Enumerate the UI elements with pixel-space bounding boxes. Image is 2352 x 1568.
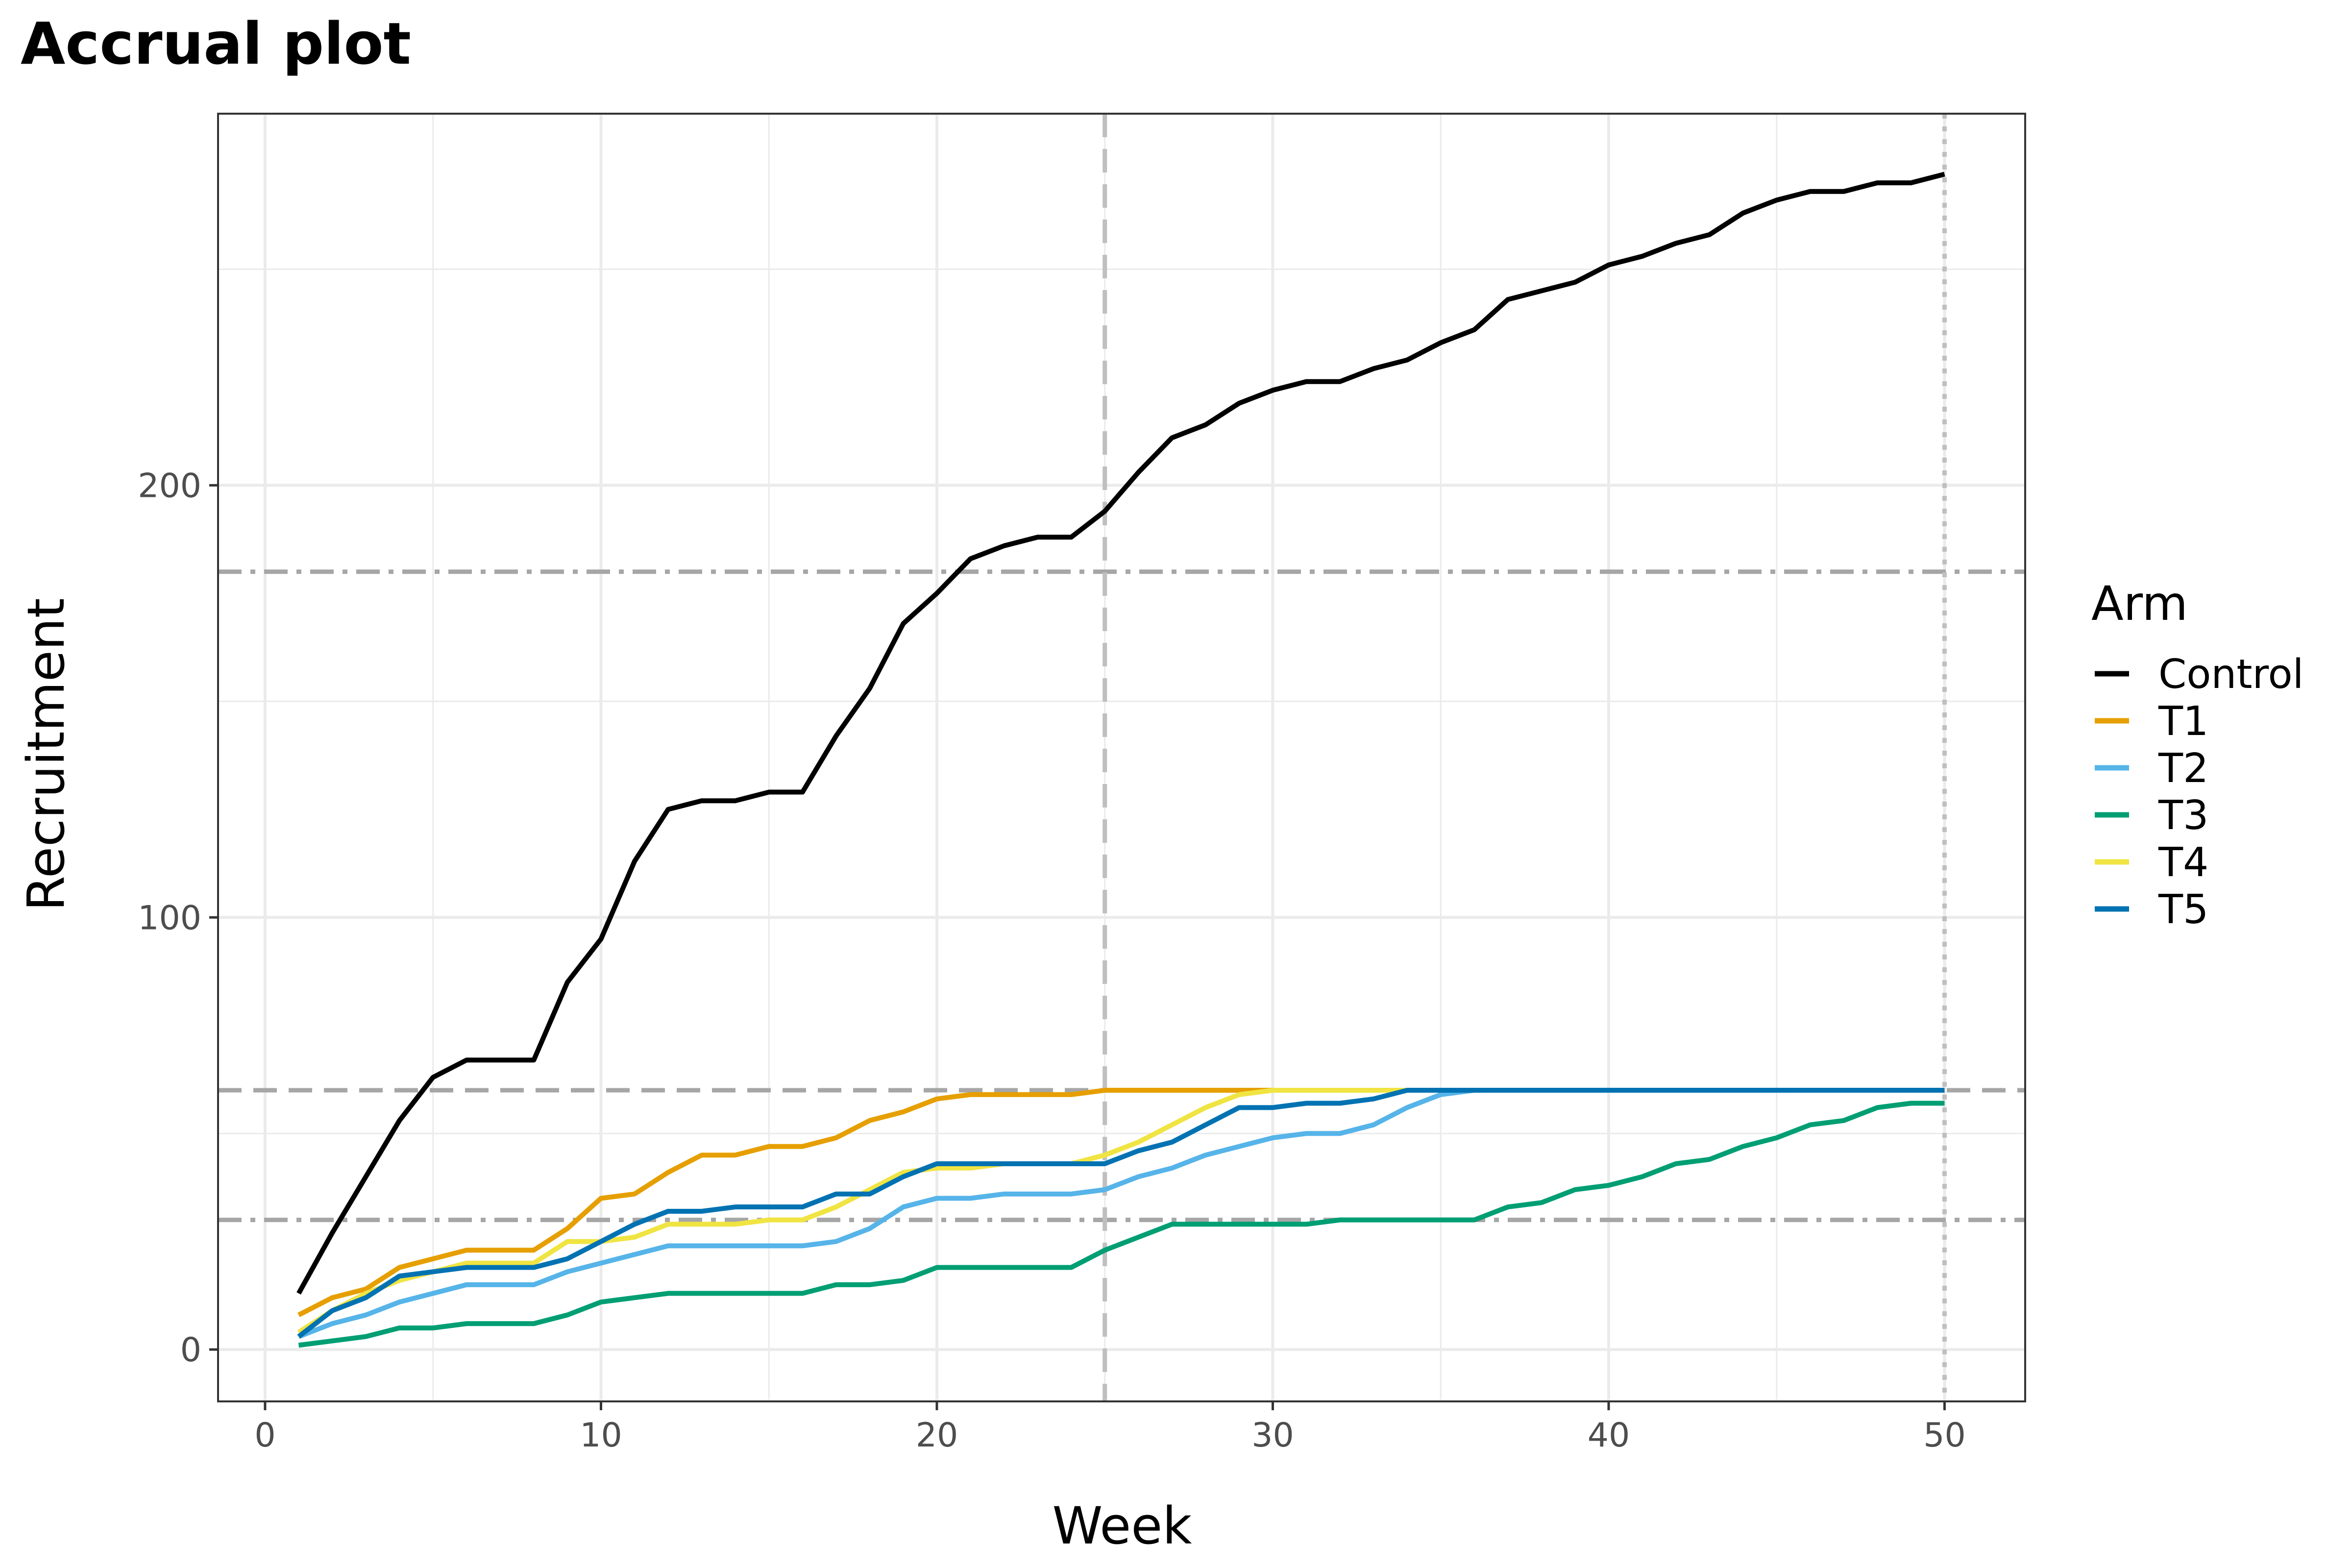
x-tick-label: 40 — [1588, 1416, 1630, 1455]
axes: 0 10 20 30 40 50 0 100 200 — [138, 466, 1966, 1455]
x-tick-label: 10 — [580, 1416, 622, 1455]
series-line-t3 — [298, 1101, 1945, 1348]
series-line-control — [296, 172, 1945, 1295]
chart-title: Accrual plot — [21, 10, 411, 77]
x-tick-label: 20 — [916, 1416, 958, 1455]
y-tick-label: 100 — [138, 899, 201, 937]
legend-title: Arm — [2091, 576, 2188, 631]
legend-label-t1: T1 — [2158, 698, 2208, 745]
legend-label-t5: T5 — [2158, 886, 2208, 933]
x-tick-label: 30 — [1251, 1416, 1294, 1455]
series-line-t5 — [297, 1088, 1945, 1339]
legend-label-t2: T2 — [2158, 745, 2208, 792]
y-tick-label: 0 — [180, 1331, 201, 1370]
legend-label-t4: T4 — [2158, 839, 2208, 886]
x-axis-title: Week — [1053, 1496, 1192, 1556]
legend-label-t3: T3 — [2158, 792, 2208, 839]
plot-panel-border — [217, 113, 2026, 1402]
y-axis-title: Recruitment — [16, 598, 76, 911]
legend-label-control: Control — [2158, 651, 2303, 698]
x-tick-label: 50 — [1923, 1416, 1966, 1455]
series-lines — [296, 172, 1945, 1348]
y-tick-label: 200 — [138, 466, 201, 505]
x-tick-label: 0 — [254, 1416, 275, 1455]
